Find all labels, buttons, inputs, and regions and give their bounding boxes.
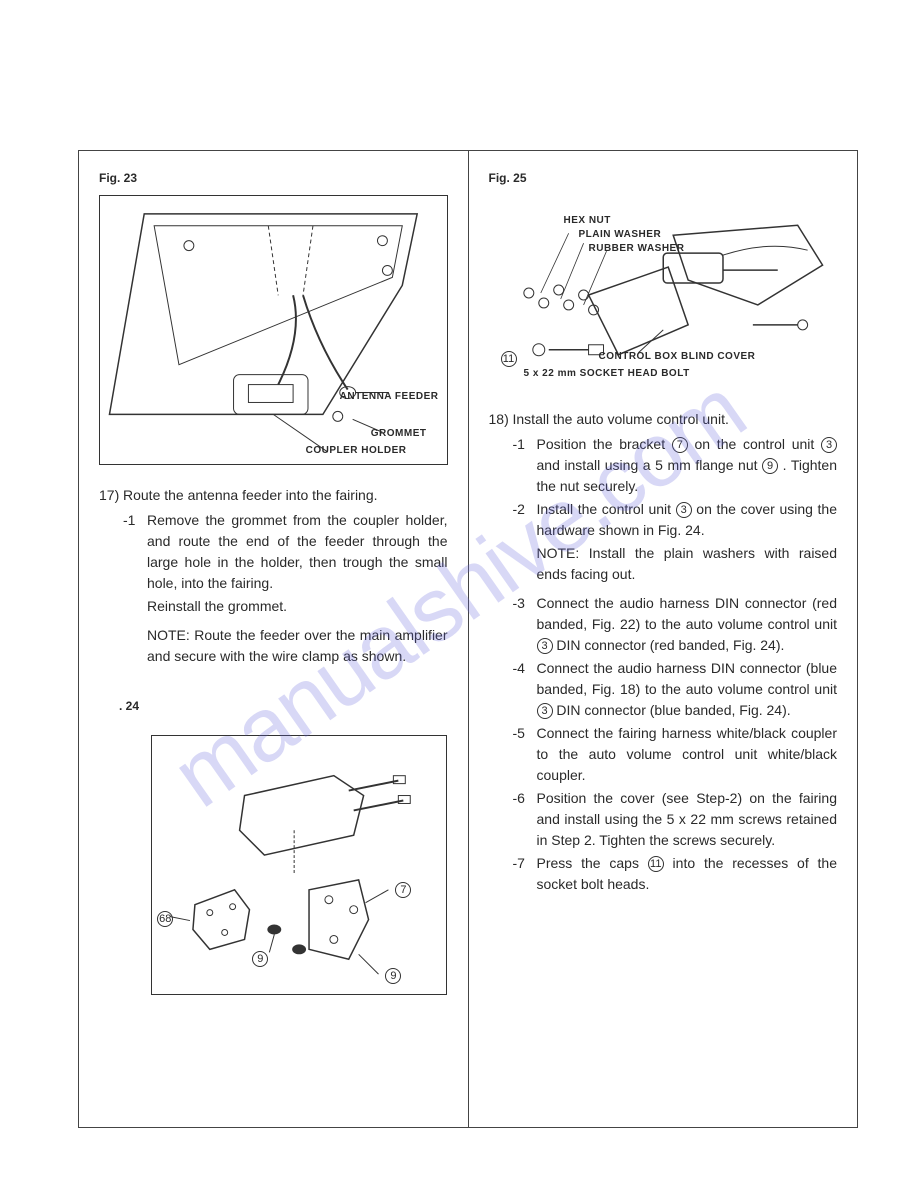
step-17: 17) Route the antenna feeder into the fa… <box>99 485 448 667</box>
circled-3c-icon: 3 <box>537 638 553 654</box>
step-18-2-note: NOTE: Install the plain washers with rai… <box>537 543 838 585</box>
step-18-4-num: -4 <box>513 658 537 721</box>
circled-7-icon: 7 <box>672 437 688 453</box>
step-18-1-num: -1 <box>513 434 537 497</box>
step-17-number: 17) <box>99 485 123 506</box>
step-18-5-text: Connect the fairing harness white/black … <box>537 723 838 786</box>
fig24-circled-68: 68 <box>157 911 173 927</box>
rubber-washer-label: RUBBER WASHER <box>589 241 685 256</box>
page-content-frame: Fig. 23 <box>78 150 858 1128</box>
step-17-1-note: NOTE: Route the feeder over the main amp… <box>147 625 448 667</box>
fig23-diagram <box>100 196 447 464</box>
step-18-7-text: Press the caps 11 into the recesses of t… <box>537 853 838 895</box>
step-18-6-text: Position the cover (see Step-2) on the f… <box>537 788 838 851</box>
socket-bolt-label: 5 x 22 mm SOCKET HEAD BOLT <box>524 366 690 381</box>
right-column: Fig. 25 <box>469 151 858 1127</box>
circled-3b-icon: 3 <box>676 502 692 518</box>
step-18-3-text: Connect the audio harness DIN connector … <box>537 593 838 656</box>
coupler-holder-label: COUPLER HOLDER <box>306 443 407 458</box>
fig24-diagram <box>152 736 446 994</box>
plain-washer-label: PLAIN WASHER <box>579 227 662 242</box>
fig25-label: Fig. 25 <box>489 169 838 187</box>
step-18-4-text: Connect the audio harness DIN connector … <box>537 658 838 721</box>
circled-3d-icon: 3 <box>537 703 553 719</box>
step-17-1-reinstall: Reinstall the grommet. <box>147 596 448 617</box>
step-18-2-num: -2 <box>513 499 537 541</box>
step-18-2-text: Install the control unit 3 on the cover … <box>537 499 838 541</box>
step-17-1-text: Remove the grommet from the coupler hold… <box>147 510 448 594</box>
figure-24: 68 9 9 7 <box>151 735 447 995</box>
fig24-label: . 24 <box>119 697 448 715</box>
control-box-label: CONTROL BOX BLIND COVER <box>599 349 756 364</box>
circled-11-icon: 11 <box>648 856 664 872</box>
fig23-label: Fig. 23 <box>99 169 448 187</box>
fig25-circled-11: 11 <box>501 351 517 367</box>
step-18: 18) Install the auto volume control unit… <box>489 409 838 895</box>
step-18-1-text: Position the bracket 7 on the control un… <box>537 434 838 497</box>
left-column: Fig. 23 <box>79 151 469 1127</box>
figure-25: HEX NUT PLAIN WASHER RUBBER WASHER CONTR… <box>489 195 838 389</box>
hex-nut-label: HEX NUT <box>564 213 611 228</box>
step-18-5-num: -5 <box>513 723 537 786</box>
step-17-title: Route the antenna feeder into the fairin… <box>123 485 448 506</box>
circled-3-icon: 3 <box>821 437 837 453</box>
step-18-7-num: -7 <box>513 853 537 895</box>
step-18-3-num: -3 <box>513 593 537 656</box>
circled-9-icon: 9 <box>762 458 778 474</box>
step-18-number: 18) <box>489 409 513 430</box>
grommet-label: GROMMET <box>371 426 427 441</box>
step-18-title: Install the auto volume control unit. <box>513 409 838 430</box>
step-18-6-num: -6 <box>513 788 537 851</box>
antenna-feeder-label: ANTENNA FEEDER <box>340 389 439 404</box>
step-17-1-num: -1 <box>123 510 147 594</box>
figure-23: ANTENNA FEEDER GROMMET COUPLER HOLDER <box>99 195 448 465</box>
